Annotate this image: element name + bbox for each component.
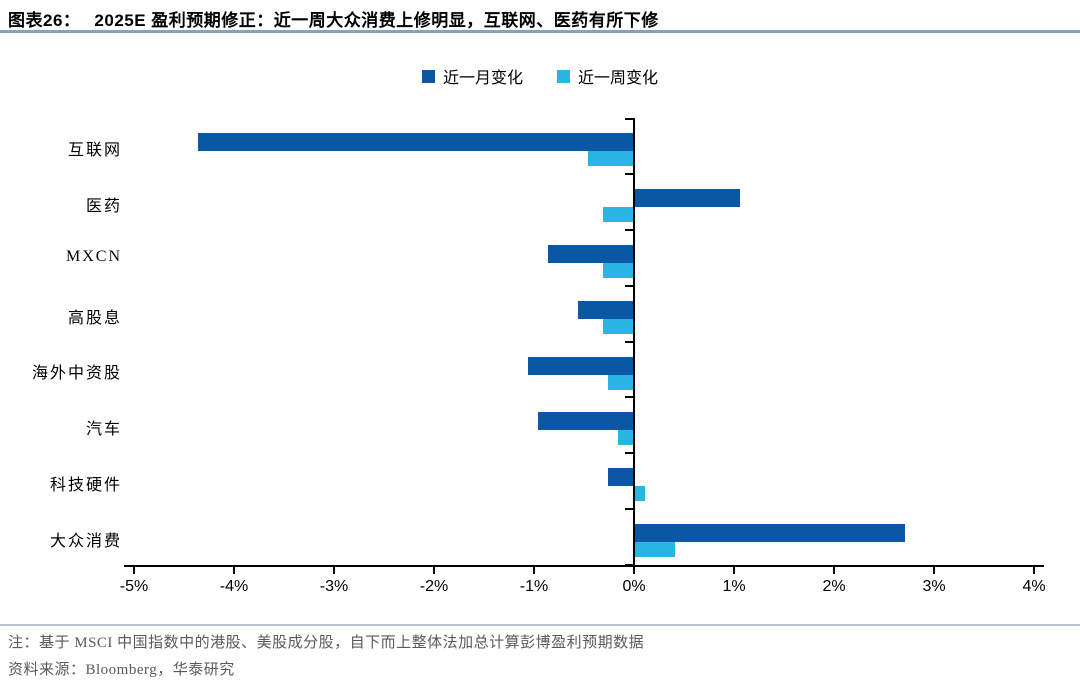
- legend-label: 近一月变化: [442, 70, 523, 87]
- y-axis-tick: [625, 564, 633, 566]
- category-label: 大众消费: [49, 533, 122, 551]
- bar-month-5: [538, 412, 633, 431]
- legend-item-week: 近一周变化: [557, 64, 658, 88]
- x-axis-tick-label: 1%: [722, 578, 746, 595]
- bar-week-3: [603, 318, 633, 334]
- category-label: 科技硬件: [49, 477, 122, 495]
- x-axis-tick: [833, 567, 835, 574]
- bar-month-3: [578, 300, 633, 319]
- category-label: 汽车: [85, 421, 122, 439]
- bar-month-1: [635, 188, 740, 207]
- legend-swatch-icon: [421, 69, 435, 83]
- bar-month-7: [635, 524, 905, 543]
- bar-week-7: [635, 542, 675, 558]
- bar-week-2: [603, 262, 633, 278]
- x-axis-tick-label: -5%: [119, 578, 149, 595]
- category-label: MXCN: [65, 247, 122, 265]
- y-axis-zero-line: [633, 118, 635, 567]
- y-axis-tick: [625, 172, 633, 175]
- category-label: 高股息: [67, 309, 122, 327]
- plot-area: -5% -4% -3% -2% -1% 0% 1% 2% 3% 4%: [120, 118, 1046, 595]
- bar-month-0: [198, 133, 633, 151]
- x-axis-tick: [433, 567, 435, 574]
- y-axis-tick: [625, 228, 633, 231]
- legend-item-month: 近一月变化: [421, 64, 523, 88]
- x-axis-tick-label: 0%: [622, 578, 646, 595]
- y-axis-tick: [625, 340, 633, 343]
- category-label: 医药: [85, 197, 122, 215]
- bar-month-4: [528, 356, 633, 375]
- x-axis-tick-label: 2%: [822, 578, 846, 595]
- category-labels: 互联网医药 MXCN 高股息海外中资股汽车科技硬件大众消费: [0, 118, 122, 565]
- x-axis-tick-label: 3%: [922, 578, 946, 595]
- x-axis-tick: [533, 567, 535, 574]
- bar-week-5: [618, 430, 633, 446]
- x-axis-tick: [333, 567, 335, 574]
- x-axis-tick: [133, 567, 135, 574]
- y-axis-tick: [625, 396, 633, 399]
- bar-week-6: [635, 486, 645, 502]
- x-axis-tick-label: -2%: [419, 578, 449, 595]
- x-axis-tick: [1033, 567, 1035, 574]
- figure-title: 图表26： 2025E 盈利预期修正：近一周大众消费上修明显，互联网、医药有所下修: [8, 6, 659, 31]
- footnote-note: 注：基于 MSCI 中国指数中的港股、美股成分股，自下而上整体法加总计算彭博盈利…: [8, 635, 645, 651]
- category-label: 海外中资股: [31, 365, 122, 383]
- chart-legend: 近一月变化 近一周变化: [0, 64, 1080, 88]
- y-axis-tick: [625, 284, 633, 287]
- category-label: 互联网: [67, 141, 122, 159]
- footnote-divider: [0, 624, 1080, 626]
- y-axis-tick: [625, 508, 633, 511]
- figure-number-label: 图表26：: [8, 11, 81, 30]
- x-axis-line: [124, 565, 1044, 567]
- x-axis-tick: [933, 567, 935, 574]
- bar-month-6: [608, 468, 633, 487]
- figure-title-text: 2025E 盈利预期修正：近一周大众消费上修明显，互联网、医药有所下修: [94, 11, 659, 30]
- bar-week-4: [608, 374, 633, 390]
- x-axis-tick: [233, 567, 235, 574]
- y-axis-tick: [625, 118, 633, 120]
- legend-swatch-icon: [557, 69, 570, 83]
- x-axis-tick-label: -1%: [519, 578, 549, 595]
- x-axis-tick-label: -4%: [219, 578, 249, 595]
- x-axis-tick: [633, 567, 635, 574]
- footnote-source: 资料来源：Bloomberg，华泰研究: [8, 662, 235, 678]
- legend-label: 近一周变化: [578, 70, 659, 87]
- bar-week-1: [603, 206, 633, 222]
- footnote: 注：基于 MSCI 中国指数中的港股、美股成分股，自下而上整体法加总计算彭博盈利…: [8, 630, 644, 684]
- y-axis-tick: [625, 452, 633, 455]
- x-axis-tick-label: -3%: [319, 578, 349, 595]
- x-axis-tick: [733, 567, 735, 574]
- title-divider: [0, 30, 1080, 33]
- bar-month-2: [548, 244, 633, 263]
- x-axis-tick-label: 4%: [1022, 578, 1046, 595]
- bar-week-0: [588, 151, 633, 166]
